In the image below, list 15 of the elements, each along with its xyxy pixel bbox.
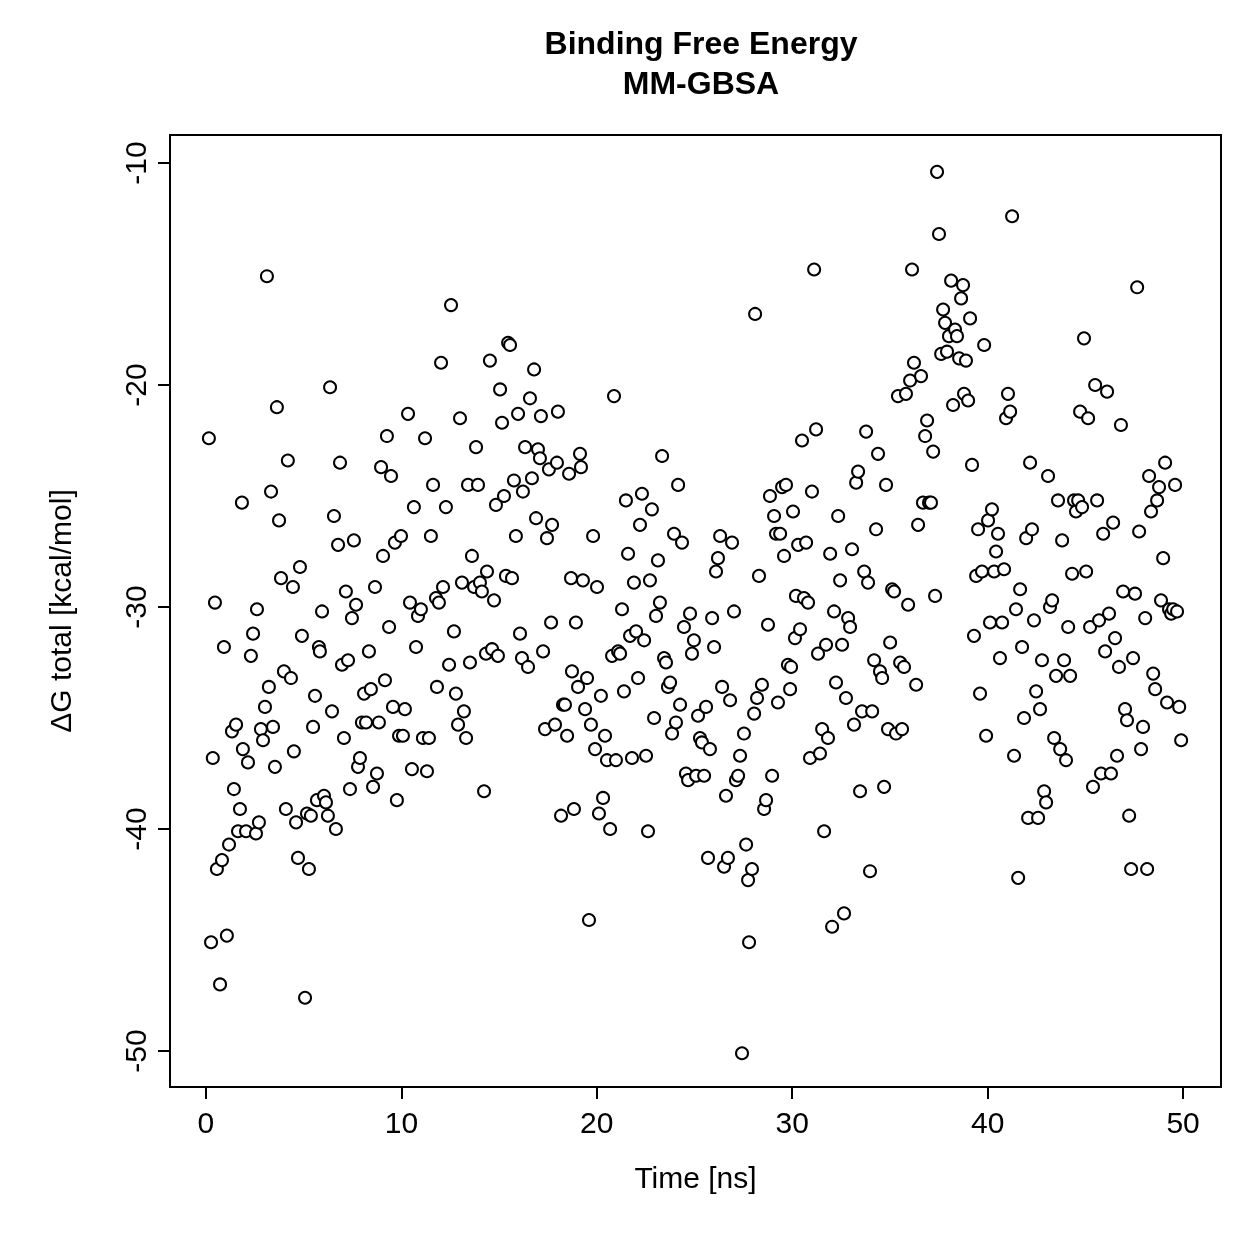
y-axis-title: ΔG total [kcal/mol] — [43, 489, 77, 733]
chart-title: Binding Free Energy — [544, 25, 858, 61]
x-tick-label: 0 — [197, 1105, 215, 1139]
x-tick-label: 20 — [580, 1105, 614, 1139]
y-tick-label: -10 — [118, 141, 152, 185]
y-tick-label: -50 — [118, 1029, 152, 1073]
x-axis-title: Time [ns] — [634, 1160, 757, 1194]
x-tick-label: 50 — [1166, 1105, 1200, 1139]
x-tick-label: 40 — [970, 1105, 1005, 1139]
y-tick-label: -40 — [118, 807, 152, 851]
y-tick-label: -30 — [118, 585, 152, 629]
x-tick-label: 10 — [384, 1105, 419, 1139]
chart-subtitle: MM-GBSA — [622, 65, 780, 101]
y-tick-label: -20 — [118, 363, 152, 407]
x-tick-label: 30 — [775, 1105, 809, 1139]
